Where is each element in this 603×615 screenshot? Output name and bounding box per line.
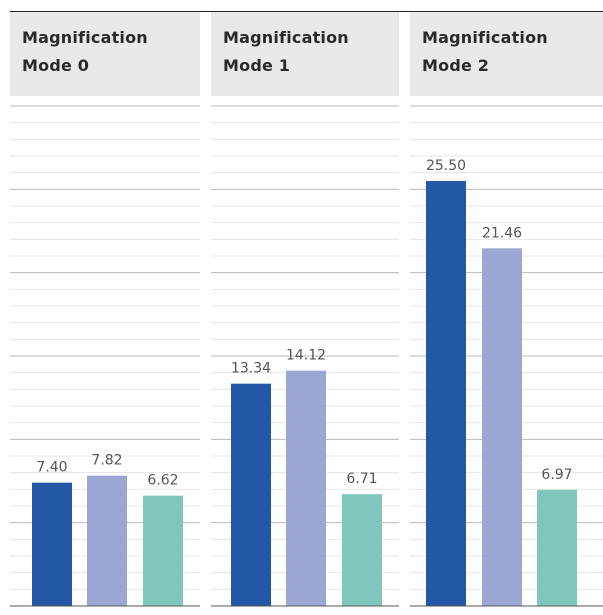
- data-label: 6.62: [147, 473, 178, 489]
- panel-header-mode-2: Magnification Mode 2: [410, 12, 603, 96]
- top-rule: [10, 11, 603, 12]
- panel-title-line2: Mode 2: [422, 56, 490, 75]
- panel-header-mode-1: Magnification Mode 1: [211, 12, 399, 96]
- panel-title-line1: Magnification: [22, 28, 148, 47]
- bar: [537, 489, 577, 606]
- panel-header-mode-0: Magnification Mode 0: [10, 12, 200, 96]
- data-label: 7.82: [91, 453, 122, 469]
- bar: [286, 370, 326, 606]
- bar: [482, 248, 522, 607]
- data-label: 25.50: [426, 158, 466, 174]
- bar: [342, 494, 382, 606]
- data-label: 21.46: [482, 225, 522, 241]
- data-label: 6.97: [541, 467, 572, 483]
- bar: [426, 181, 466, 606]
- panel-title-line1: Magnification: [223, 28, 349, 47]
- panel-title-line2: Mode 1: [223, 56, 291, 75]
- bar: [32, 482, 72, 606]
- bar: [231, 383, 271, 606]
- data-label: 13.34: [231, 361, 271, 377]
- bar: [143, 495, 183, 606]
- data-label: 7.40: [36, 460, 67, 476]
- data-label: 14.12: [286, 348, 326, 364]
- data-label: 6.71: [346, 471, 377, 487]
- panel-title-line2: Mode 0: [22, 56, 90, 75]
- panel-title-line1: Magnification: [422, 28, 548, 47]
- bar: [87, 475, 127, 606]
